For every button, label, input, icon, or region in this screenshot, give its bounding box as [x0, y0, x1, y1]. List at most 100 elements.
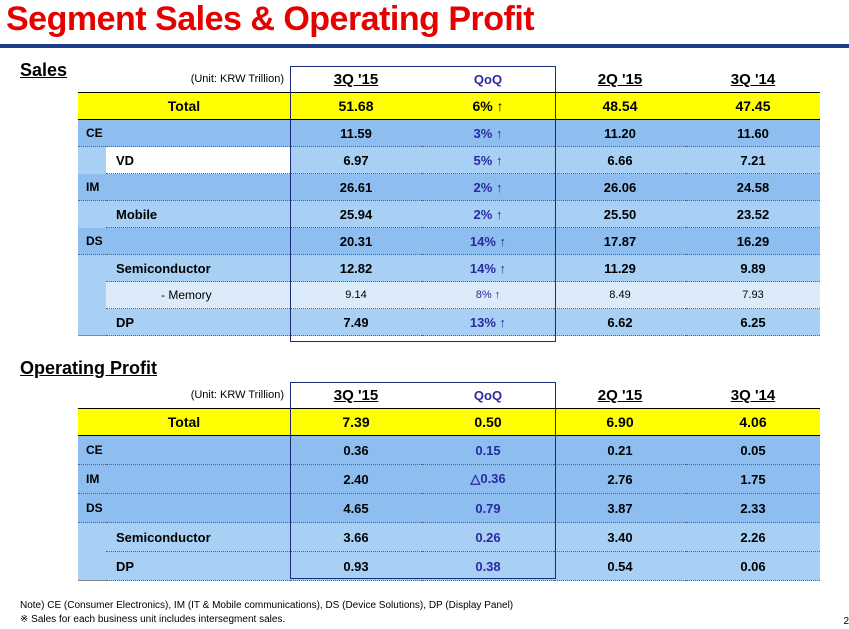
row-label: IM — [78, 464, 290, 494]
table-cell: 0.26 — [422, 522, 554, 552]
table-row: - Memory 9.14 8% ↑ 8.49 7.93 — [78, 281, 820, 309]
table-cell: 0.06 — [686, 551, 820, 581]
row-label: DP — [106, 551, 290, 581]
sales-unit-label: (Unit: KRW Trillion) — [78, 66, 290, 93]
table-cell: 5% ↑ — [422, 146, 554, 174]
sales-total-cell: 47.45 — [686, 92, 820, 120]
indent-cell — [78, 551, 106, 581]
table-cell: 7.93 — [686, 281, 820, 309]
table-cell: 6.62 — [554, 308, 686, 336]
table-cell: 6.97 — [290, 146, 422, 174]
table-cell: 23.52 — [686, 200, 820, 228]
table-cell: 2% ↑ — [422, 200, 554, 228]
table-cell: 9.89 — [686, 254, 820, 282]
footnote-abbreviations: Note) CE (Consumer Electronics), IM (IT … — [20, 600, 514, 611]
sales-total-cell: 48.54 — [554, 92, 686, 120]
table-cell: 8% ↑ — [422, 281, 554, 309]
table-cell: 3.87 — [554, 493, 686, 523]
op-total-label: Total — [78, 408, 290, 436]
table-row: DP 0.93 0.38 0.54 0.06 — [78, 551, 820, 581]
table-cell: 0.36 — [290, 435, 422, 465]
table-cell: 2.26 — [686, 522, 820, 552]
table-cell: 13% ↑ — [422, 308, 554, 336]
row-label: - Memory — [106, 281, 290, 309]
table-cell: 2.33 — [686, 493, 820, 523]
row-label: CE — [78, 435, 290, 465]
sales-total-label: Total — [78, 92, 290, 120]
table-cell: 0.79 — [422, 493, 554, 523]
sales-header-row: (Unit: KRW Trillion) 3Q '15 QoQ 2Q '15 3… — [78, 66, 820, 93]
op-col-2q15: 2Q '15 — [554, 382, 686, 409]
table-row: CE 0.36 0.15 0.21 0.05 — [78, 435, 820, 465]
table-cell: 8.49 — [554, 281, 686, 309]
table-cell: 3.66 — [290, 522, 422, 552]
sales-total-cell: 51.68 — [290, 92, 422, 120]
table-row: CE 11.59 3% ↑ 11.20 11.60 — [78, 119, 820, 147]
table-cell: 12.82 — [290, 254, 422, 282]
row-label: DS — [78, 227, 290, 255]
row-label: Semiconductor — [106, 254, 290, 282]
table-row: IM 26.61 2% ↑ 26.06 24.58 — [78, 173, 820, 201]
table-cell: 24.58 — [686, 173, 820, 201]
row-label: CE — [78, 119, 290, 147]
op-total-row: Total 7.39 0.50 6.90 4.06 — [78, 408, 820, 436]
table-row: Semiconductor 3.66 0.26 3.40 2.26 — [78, 522, 820, 552]
table-cell: 11.20 — [554, 119, 686, 147]
row-label: IM — [78, 173, 290, 201]
table-cell: 0.38 — [422, 551, 554, 581]
table-cell: 7.49 — [290, 308, 422, 336]
table-row: DS 20.31 14% ↑ 17.87 16.29 — [78, 227, 820, 255]
row-label: DP — [106, 308, 290, 336]
table-cell: 0.21 — [554, 435, 686, 465]
sales-col-2q15: 2Q '15 — [554, 66, 686, 93]
table-cell: 3% ↑ — [422, 119, 554, 147]
op-total-cell: 4.06 — [686, 408, 820, 436]
op-col-3q14: 3Q '14 — [686, 382, 820, 409]
table-cell: 3.40 — [554, 522, 686, 552]
table-row: Mobile 25.94 2% ↑ 25.50 23.52 — [78, 200, 820, 228]
op-header-row: (Unit: KRW Trillion) 3Q '15 QoQ 2Q '15 3… — [78, 382, 820, 409]
indent-cell — [78, 200, 106, 228]
row-label: DS — [78, 493, 290, 523]
table-cell: 6.25 — [686, 308, 820, 336]
op-section-label: Operating Profit — [20, 358, 158, 378]
row-label: Mobile — [106, 200, 290, 228]
table-cell: 0.15 — [422, 435, 554, 465]
op-total-cell: 6.90 — [554, 408, 686, 436]
indent-cell — [78, 281, 106, 309]
table-cell: 2.40 — [290, 464, 422, 494]
table-cell: 1.75 — [686, 464, 820, 494]
sales-col-3q14: 3Q '14 — [686, 66, 820, 93]
table-cell: 2% ↑ — [422, 173, 554, 201]
op-col-qoq: QoQ — [422, 382, 554, 409]
table-cell: 20.31 — [290, 227, 422, 255]
page-number: 2 — [843, 616, 849, 627]
table-cell: 0.54 — [554, 551, 686, 581]
page-title: Segment Sales & Operating Profit — [6, 0, 535, 38]
table-cell: 25.94 — [290, 200, 422, 228]
indent-cell — [78, 522, 106, 552]
sales-section-label: Sales — [20, 60, 68, 80]
table-cell: 9.14 — [290, 281, 422, 309]
footnote-intersegment: ※ Sales for each business unit includes … — [20, 614, 286, 625]
table-cell: 4.65 — [290, 493, 422, 523]
table-cell: 14% ↑ — [422, 254, 554, 282]
table-cell: 6.66 — [554, 146, 686, 174]
table-row: DP 7.49 13% ↑ 6.62 6.25 — [78, 308, 820, 336]
table-cell: 16.29 — [686, 227, 820, 255]
table-cell: 11.60 — [686, 119, 820, 147]
row-label: Semiconductor — [106, 522, 290, 552]
table-cell: 2.76 — [554, 464, 686, 494]
sales-col-qoq: QoQ — [422, 66, 554, 93]
row-label: VD — [106, 146, 290, 174]
table-cell: 7.21 — [686, 146, 820, 174]
table-cell: 0.93 — [290, 551, 422, 581]
op-unit-label: (Unit: KRW Trillion) — [78, 382, 290, 409]
table-cell: 11.29 — [554, 254, 686, 282]
op-total-cell: 7.39 — [290, 408, 422, 436]
table-cell: 25.50 — [554, 200, 686, 228]
table-cell: 11.59 — [290, 119, 422, 147]
table-cell: 14% ↑ — [422, 227, 554, 255]
table-cell: 26.06 — [554, 173, 686, 201]
table-cell: △0.36 — [422, 464, 554, 494]
